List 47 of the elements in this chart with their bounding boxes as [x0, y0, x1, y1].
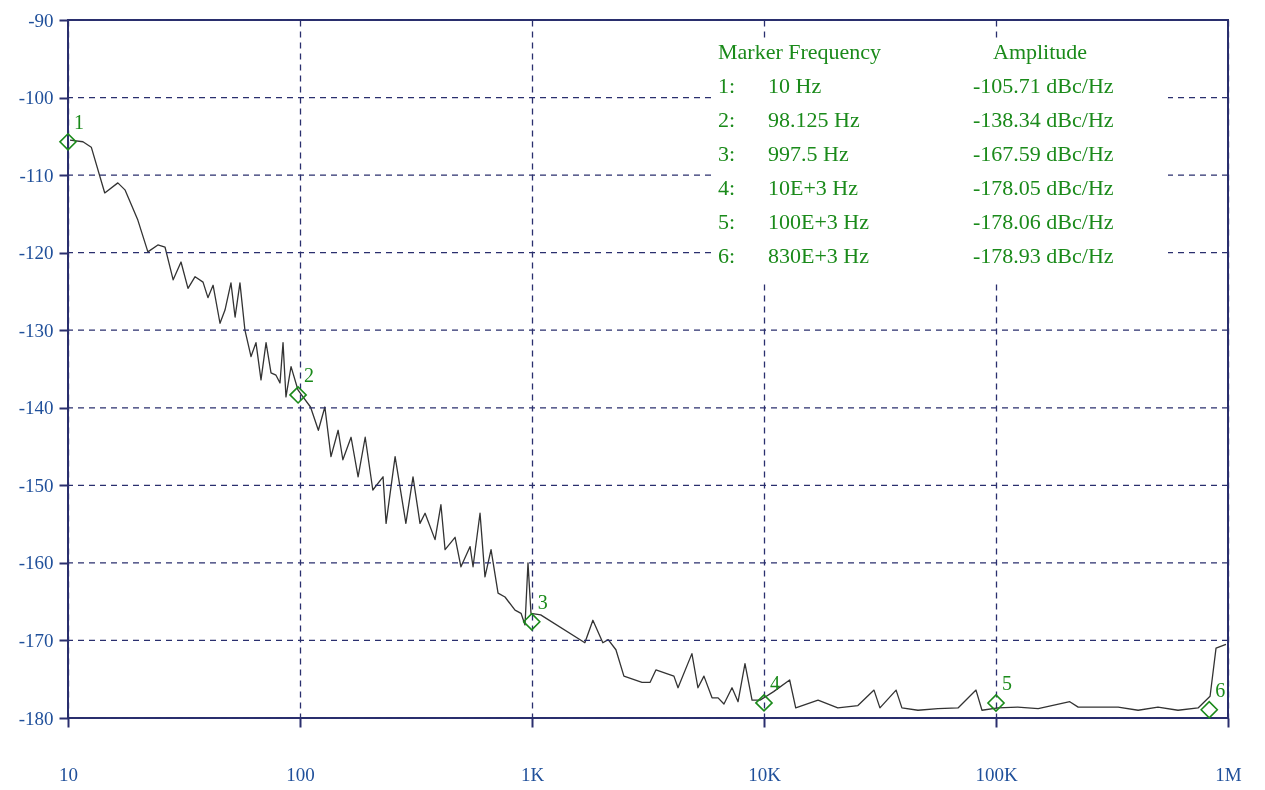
y-tick-label: -100 [18, 87, 54, 109]
point [289, 386, 307, 404]
y-tick-label: -180 [18, 707, 54, 729]
annotation: 1: [718, 73, 736, 98]
y-tick-label: -110 [19, 164, 54, 186]
point [59, 132, 77, 151]
annotation: 10E+3 Hz [768, 175, 859, 200]
annotation: 4: [718, 175, 736, 200]
x-tick-label: 1K [520, 763, 545, 785]
annotation: Amplitude [993, 39, 1088, 64]
y-tick-label: -90 [28, 9, 54, 31]
y-tick-label: -120 [18, 242, 54, 264]
y-tick-label: -140 [18, 397, 54, 419]
point [987, 694, 1005, 712]
x-tick-label: 10 [59, 763, 78, 785]
annotation: 3: [718, 141, 736, 166]
annotation: -167.59 dBc/Hz [973, 141, 1114, 166]
annotation: 98.125 Hz [768, 107, 860, 132]
annotation: 2 [304, 363, 315, 386]
x-tick-label: 10K [748, 763, 782, 785]
annotation: Marker Frequency [718, 39, 882, 64]
annotation: 5: [718, 209, 736, 234]
annotation: 2: [718, 107, 736, 132]
annotation: -178.93 dBc/Hz [973, 243, 1114, 268]
annotation: -178.05 dBc/Hz [973, 175, 1114, 200]
point [755, 694, 773, 712]
annotation: -178.06 dBc/Hz [973, 209, 1114, 234]
annotation: 1 [74, 110, 84, 133]
annotation: 100E+3 Hz [768, 209, 870, 234]
y-tick-label: -150 [18, 474, 54, 496]
x-tick-label: 100K [975, 763, 1018, 785]
annotation: 4 [770, 671, 780, 694]
x-tick-label: 100 [286, 763, 315, 785]
annotation: 5 [1002, 671, 1012, 694]
annotation: 6 [1215, 678, 1226, 701]
point [522, 612, 541, 631]
x-tick-label: 1M [1215, 763, 1242, 785]
annotation: 830E+3 Hz [768, 243, 870, 268]
annotation: -105.71 dBc/Hz [973, 73, 1114, 98]
y-tick-label: -160 [18, 552, 54, 574]
annotation: 997.5 Hz [768, 141, 849, 166]
annotation: 3 [537, 590, 548, 613]
annotation: 6: [718, 243, 736, 268]
annotation: 10 Hz [768, 73, 822, 98]
annotation: -138.34 dBc/Hz [973, 107, 1114, 132]
y-tick-label: -130 [18, 319, 54, 341]
y-tick-label: -170 [18, 629, 54, 651]
